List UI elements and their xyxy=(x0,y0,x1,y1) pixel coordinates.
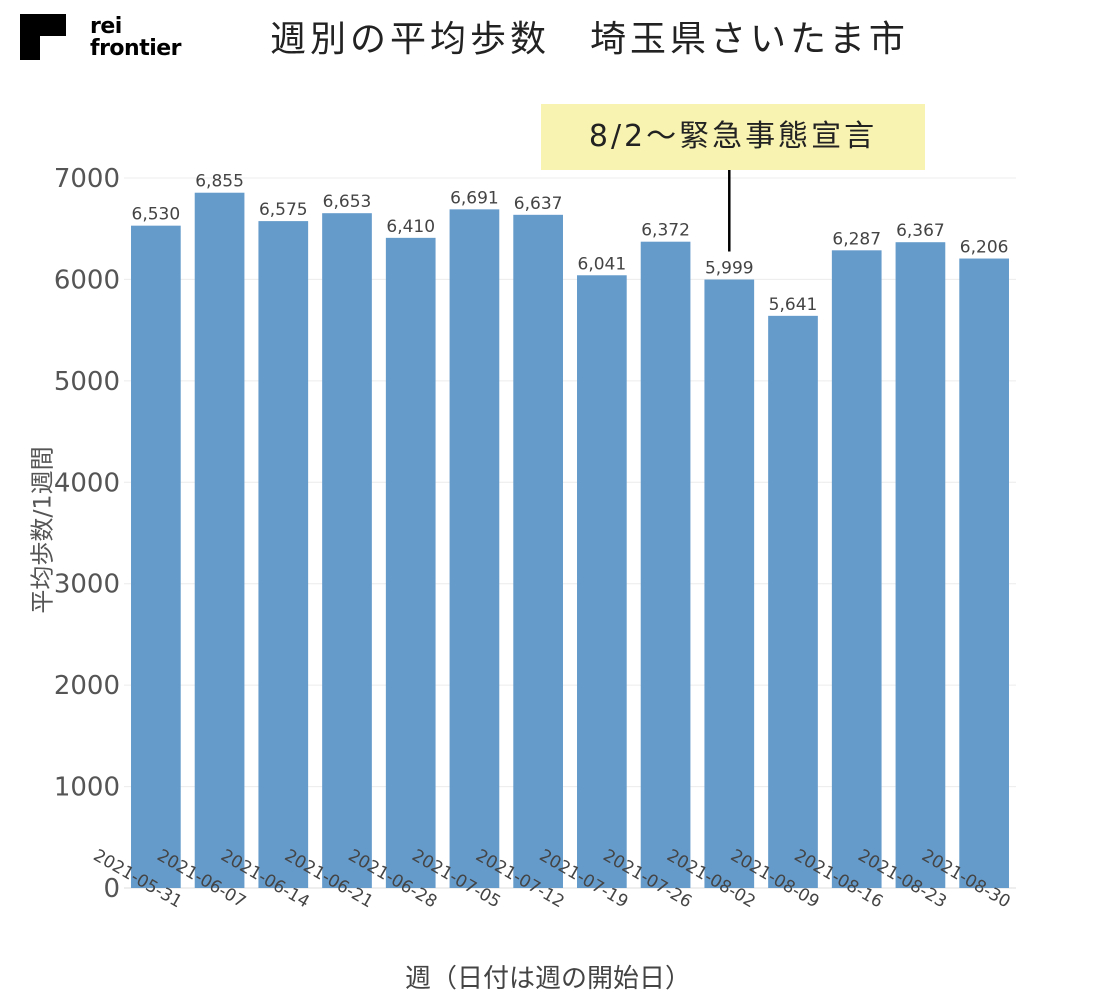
bar-value-label: 6,855 xyxy=(195,172,244,192)
bar xyxy=(831,250,882,888)
bar-value-label: 6,287 xyxy=(832,229,881,249)
annotation-box: 8/2〜緊急事態宣言 xyxy=(541,104,925,170)
brand-mark-icon xyxy=(20,14,66,60)
bar-value-label: 5,999 xyxy=(705,259,754,279)
brand-line-1: rei xyxy=(90,14,122,39)
y-tick-label: 5000 xyxy=(54,367,120,397)
bar xyxy=(895,242,946,888)
y-tick-label: 3000 xyxy=(54,570,120,600)
grid-lines xyxy=(124,177,1016,889)
y-axis-ticks: 0 1000 2000 3000 4000 5000 6000 7000 xyxy=(54,164,120,904)
bar-value-label: 6,653 xyxy=(323,192,372,212)
bar-value-label: 6,575 xyxy=(259,200,308,220)
x-axis-label: 週（日付は週の開始日） xyxy=(404,964,691,994)
bar-value-label: 6,410 xyxy=(386,217,435,237)
bar xyxy=(258,221,309,888)
bar xyxy=(959,258,1009,888)
y-tick-label: 0 xyxy=(103,874,120,904)
bar xyxy=(513,214,563,888)
bar xyxy=(640,241,691,888)
chart-title: 週別の平均歩数 埼玉県さいたま市 xyxy=(270,19,909,60)
bar xyxy=(704,279,755,888)
bar-value-label: 6,206 xyxy=(960,238,1009,258)
bar-value-label: 6,372 xyxy=(641,221,690,241)
y-tick-label: 4000 xyxy=(54,468,120,498)
y-tick-label: 2000 xyxy=(54,671,120,701)
bar-value-label: 5,641 xyxy=(769,295,818,315)
brand-name: rei frontier xyxy=(90,14,182,61)
brand-line-2: frontier xyxy=(90,36,182,61)
bar-value-label: 6,691 xyxy=(450,188,499,208)
bar-value-label: 6,041 xyxy=(578,254,627,274)
bars xyxy=(131,192,1009,889)
annotation-text: 8/2〜緊急事態宣言 xyxy=(588,119,878,154)
bar xyxy=(131,225,181,888)
y-tick-label: 1000 xyxy=(54,773,120,803)
bar xyxy=(449,209,500,888)
y-axis-label: 平均歩数/1週間 xyxy=(28,446,57,614)
bar xyxy=(385,237,436,889)
y-tick-label: 6000 xyxy=(54,265,120,295)
y-tick-label: 7000 xyxy=(54,164,120,194)
bar xyxy=(768,315,818,888)
bar xyxy=(194,192,245,888)
bar-value-label: 6,530 xyxy=(132,205,181,225)
bar xyxy=(322,213,372,889)
bar-value-label: 6,367 xyxy=(896,221,945,241)
bar xyxy=(577,275,627,888)
brand-logo: rei frontier xyxy=(20,14,190,66)
data-labels: 6,530 6,855 6,575 6,653 6,410 6,691 6,637 6,041… xyxy=(132,172,1009,315)
bar-value-label: 6,637 xyxy=(514,194,563,214)
